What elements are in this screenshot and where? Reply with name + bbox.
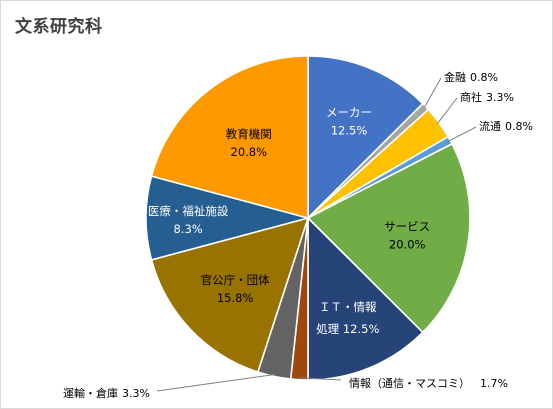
leader-line <box>423 77 442 109</box>
pie-slice <box>150 55 309 220</box>
slice-label: 運輸・倉庫 3.3% <box>63 386 150 400</box>
leader-line <box>436 97 458 125</box>
chart-title: 文系研究科 <box>15 17 103 37</box>
pie-slice <box>306 142 471 334</box>
slice-label: 商社 3.3% <box>460 90 514 104</box>
leader-line <box>448 126 477 142</box>
pie-slices <box>145 55 471 381</box>
slice-label: 官公庁・団体 15.8% <box>201 273 270 305</box>
slice-label: 流通 0.8% <box>479 119 533 133</box>
slice-label: ＩＴ・情報処理 12.5% <box>316 300 379 336</box>
pie-slice <box>307 55 424 220</box>
slice-label: 教育機関 20.8% <box>226 127 272 159</box>
slice-label: 医療・福祉施設 8.3% <box>148 204 229 236</box>
slice-label: サービス 20.0% <box>384 219 430 251</box>
leader-lines <box>156 77 477 392</box>
pie-slice <box>150 216 310 374</box>
slice-label: 金融 0.8% <box>444 70 498 84</box>
slice-labels: メーカー 12.5% 金融 0.8% 商社 3.3% 流通 0.8% サービス 20.0% ＩＴ・情… <box>63 70 533 400</box>
slice-label: 情報（通信・マスコミ） 1.7% <box>349 377 508 390</box>
leader-line <box>299 377 342 381</box>
slice-label: メーカー 12.5% <box>326 105 372 137</box>
pie-slice <box>307 216 424 381</box>
leader-line <box>156 374 275 392</box>
